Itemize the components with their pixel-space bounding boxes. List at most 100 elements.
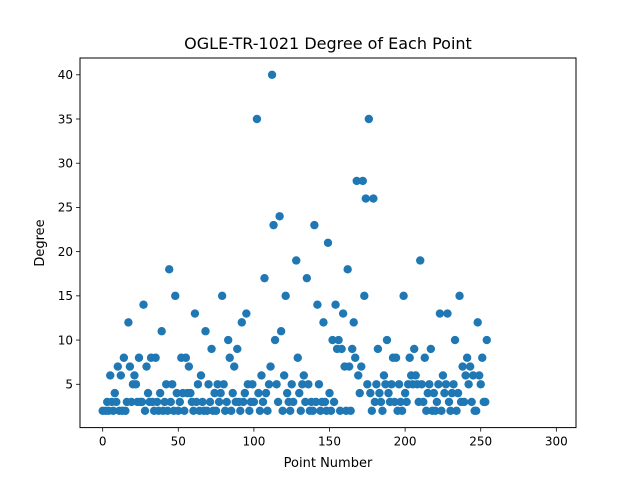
data-point-18 bbox=[127, 397, 136, 407]
data-point-240 bbox=[465, 362, 475, 371]
data-point-50 bbox=[175, 397, 184, 407]
data-point-75 bbox=[213, 380, 222, 389]
data-point-237 bbox=[461, 371, 470, 380]
data-point-138 bbox=[311, 397, 321, 407]
data-point-96 bbox=[245, 406, 254, 415]
data-point-186 bbox=[384, 388, 393, 398]
y-tick-label: 15 bbox=[58, 289, 73, 303]
data-point-120 bbox=[282, 388, 292, 398]
data-point-115 bbox=[275, 212, 284, 221]
data-point-212 bbox=[423, 388, 432, 398]
data-point-208 bbox=[417, 380, 426, 389]
data-point-176 bbox=[369, 194, 378, 203]
data-point-185 bbox=[382, 335, 392, 345]
data-point-159 bbox=[343, 265, 352, 274]
data-point-71 bbox=[207, 344, 216, 354]
data-point-160 bbox=[344, 362, 354, 371]
data-point-146 bbox=[323, 238, 333, 247]
data-point-148 bbox=[326, 406, 336, 415]
data-point-203 bbox=[410, 344, 419, 354]
data-point-56 bbox=[184, 362, 194, 371]
data-point-113 bbox=[272, 380, 281, 389]
data-point-79 bbox=[219, 380, 228, 389]
data-point-123 bbox=[287, 380, 296, 389]
y-tick-label: 25 bbox=[58, 201, 73, 215]
data-point-163 bbox=[349, 318, 358, 327]
data-point-223 bbox=[440, 388, 449, 398]
data-point-165 bbox=[352, 176, 361, 186]
data-point-13 bbox=[119, 353, 129, 362]
y-axis-label: Degree bbox=[33, 219, 48, 266]
data-point-27 bbox=[140, 406, 150, 415]
data-point-23 bbox=[134, 353, 144, 362]
data-point-242 bbox=[468, 371, 478, 380]
data-point-109 bbox=[266, 362, 275, 371]
data-point-53 bbox=[180, 406, 189, 415]
data-point-8 bbox=[112, 397, 121, 407]
data-point-194 bbox=[396, 397, 405, 407]
data-point-139 bbox=[313, 300, 322, 309]
data-point-250 bbox=[481, 397, 490, 407]
data-point-118 bbox=[279, 371, 289, 380]
data-point-35 bbox=[152, 397, 162, 407]
data-point-67 bbox=[201, 327, 210, 336]
data-point-151 bbox=[331, 300, 340, 309]
data-point-45 bbox=[168, 380, 177, 389]
data-point-37 bbox=[155, 388, 165, 398]
data-point-57 bbox=[186, 388, 195, 398]
data-point-60 bbox=[190, 309, 200, 318]
data-point-129 bbox=[298, 380, 307, 389]
data-point-88 bbox=[233, 344, 242, 354]
x-axis-ticks: 0 50 100 150 200 250 300 bbox=[99, 427, 568, 449]
y-tick-label: 35 bbox=[58, 112, 73, 126]
data-point-155 bbox=[337, 344, 346, 354]
data-point-230 bbox=[450, 335, 460, 345]
data-point-214 bbox=[426, 344, 436, 354]
data-point-16 bbox=[124, 318, 133, 327]
data-point-162 bbox=[348, 344, 357, 354]
data-point-90 bbox=[236, 406, 245, 415]
data-point-73 bbox=[210, 388, 219, 398]
plot-frame bbox=[79, 57, 577, 429]
x-tick-label: 100 bbox=[242, 435, 265, 449]
data-point-210 bbox=[420, 353, 429, 362]
data-point-220 bbox=[435, 309, 445, 318]
data-point-150 bbox=[329, 397, 339, 407]
x-tick-label: 0 bbox=[99, 435, 107, 449]
data-point-154 bbox=[335, 406, 345, 415]
data-point-141 bbox=[316, 406, 325, 415]
data-point-62 bbox=[193, 380, 203, 389]
data-point-116 bbox=[276, 327, 286, 336]
data-point-48 bbox=[172, 388, 181, 398]
data-point-6 bbox=[109, 406, 118, 415]
data-point-172 bbox=[363, 380, 372, 389]
data-point-122 bbox=[286, 406, 295, 415]
data-point-54 bbox=[181, 353, 191, 362]
x-axis-label: Point Number bbox=[284, 456, 373, 471]
data-point-7 bbox=[110, 388, 119, 398]
data-point-183 bbox=[379, 371, 389, 380]
data-point-233 bbox=[455, 291, 464, 301]
data-point-25 bbox=[137, 397, 147, 407]
data-point-247 bbox=[476, 380, 485, 389]
data-point-136 bbox=[308, 406, 318, 415]
data-point-34 bbox=[151, 353, 160, 362]
data-point-196 bbox=[399, 291, 408, 301]
y-tick-label: 20 bbox=[58, 245, 73, 259]
data-point-93 bbox=[240, 388, 250, 398]
data-point-11 bbox=[116, 371, 126, 380]
data-point-76 bbox=[214, 397, 224, 407]
data-point-248 bbox=[478, 353, 487, 362]
data-point-17 bbox=[125, 362, 135, 371]
data-point-102 bbox=[255, 406, 265, 415]
data-point-80 bbox=[220, 406, 230, 415]
data-point-175 bbox=[367, 406, 377, 415]
data-point-128 bbox=[296, 406, 305, 415]
y-axis-ticks: 5 10 15 20 25 30 35 40 bbox=[58, 68, 80, 392]
data-point-99 bbox=[249, 397, 259, 407]
data-point-198 bbox=[402, 397, 411, 407]
data-point-137 bbox=[310, 220, 319, 230]
data-point-245 bbox=[473, 318, 482, 327]
data-point-14 bbox=[121, 406, 130, 415]
